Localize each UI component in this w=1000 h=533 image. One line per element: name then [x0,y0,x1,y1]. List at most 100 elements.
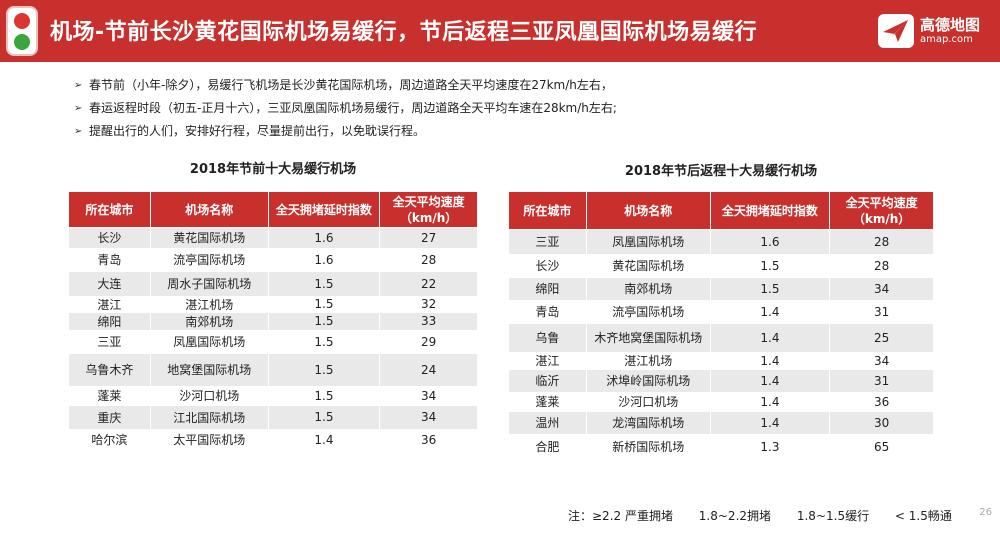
table-row: 三亚 凤凰国际机场 1.5 29 [68,329,478,354]
table-cell: 31 [829,369,934,392]
red-lamp-icon [14,13,30,29]
table-cell: 湛江 [508,351,587,370]
slide-title: 机场-节前长沙黄花国际机场易缓行，节后返程三亚凤凰国际机场易缓行 [50,20,758,45]
table-row: 温州 龙湾国际机场 1.4 30 [508,411,934,434]
table-cell: 地窝堡国际机场 [149,353,269,386]
table-cell: 28 [379,247,478,272]
bullet-text: 春运返程时段（初五-正月十六），三亚凤凰国际机场易缓行，周边道路全天平均车速在2… [89,101,617,115]
traffic-light-icon [6,6,38,56]
column-header: 所在城市 [68,191,151,228]
table-cell: 乌鲁 [508,323,587,352]
table-cell: 1.4 [709,411,831,434]
table-cell: 1.6 [267,247,381,272]
bullet-item: ➢ 春运返程时段（初五-正月十六），三亚凤凰国际机场易缓行，周边道路全天平均车速… [74,97,617,120]
table-cell: 凤凰国际机场 [585,229,711,254]
table-cell: 34 [379,385,478,406]
table-cell: 1.4 [709,391,831,412]
table-cell: 1.5 [267,405,381,429]
column-header: 机场名称 [149,191,269,228]
table-cell: 1.4 [709,323,831,352]
table-cell: 33 [379,312,478,330]
table-cell: 三亚 [508,229,587,254]
table-cell: 木齐地窝堡国际机场 [585,323,711,352]
table-cell: 1.5 [709,253,831,278]
table-cell: 临沂 [508,369,587,392]
table-cell: 沙河口机场 [149,385,269,406]
table-row: 长沙 黄花国际机场 1.6 27 [68,227,478,248]
table-cell: 南郊机场 [585,277,711,300]
right-table-title: 2018年节后返程十大易缓行机场 [624,164,818,179]
table-cell: 1.3 [709,433,831,460]
table-row: 乌鲁木齐 地窝堡国际机场 1.5 24 [68,353,478,386]
table-cell: 新桥国际机场 [585,433,711,460]
table-cell: 黄花国际机场 [149,227,269,248]
table-cell: 1.4 [709,369,831,392]
table-cell: 湛江机场 [149,295,269,313]
table-cell: 1.5 [709,277,831,300]
table-row: 临沂 沭埠岭国际机场 1.4 31 [508,369,934,392]
table-row: 湛江 湛江机场 1.4 34 [508,351,934,370]
table-cell: 湛江机场 [585,351,711,370]
legend-item: 注：≥2.2 严重拥堵 [568,509,673,523]
table-cell: 大连 [68,271,151,296]
table-cell: 65 [829,433,934,460]
table-cell: 1.6 [267,227,381,248]
table-cell: 青岛 [508,299,587,324]
column-header: 全天拥堵延时指数 [267,191,381,228]
table-row: 蓬莱 沙河口机场 1.4 36 [508,391,934,412]
slide-header: 机场-节前长沙黄花国际机场易缓行，节后返程三亚凤凰国际机场易缓行 高德地图 am… [0,0,1000,62]
table-cell: 江北国际机场 [149,405,269,429]
table-cell: 合肥 [508,433,587,460]
table-cell: 34 [829,277,934,300]
table-cell: 周水子国际机场 [149,271,269,296]
table-row: 乌鲁 木齐地窝堡国际机场 1.4 25 [508,323,934,352]
arrow-bullet-icon: ➢ [74,103,83,114]
table-row: 蓬莱 沙河口机场 1.5 34 [68,385,478,406]
bullet-text: 提醒出行的人们，安排好行程，尽量提前出行，以免耽误行程。 [89,124,426,138]
table-cell: 1.5 [267,271,381,296]
table-row: 绵阳 南郊机场 1.5 34 [508,277,934,300]
paper-plane-icon [878,14,914,48]
left-table-title: 2018年节前十大易缓行机场 [189,162,357,177]
table-cell: 青岛 [68,247,151,272]
legend-item: 1.8~2.2拥堵 [698,509,772,523]
legend-item: 1.8~1.5缓行 [796,509,870,523]
bullet-item: ➢ 提醒出行的人们，安排好行程，尽量提前出行，以免耽误行程。 [74,120,617,143]
table-cell: 1.4 [709,299,831,324]
table-row: 青岛 流亭国际机场 1.4 31 [508,299,934,324]
table-row: 湛江 湛江机场 1.5 32 [68,295,478,313]
bullet-item: ➢ 春节前（小年-除夕），易缓行飞机场是长沙黄花国际机场，周边道路全天平均速度在… [74,74,617,97]
pre-festival-airport-table: 所在城市 机场名称 全天拥堵延时指数 全天平均速度（km/h） 长沙 黄花国际机场… [68,191,478,451]
green-lamp-icon [14,34,30,50]
table-cell: 绵阳 [508,277,587,300]
post-festival-airport-table: 所在城市 机场名称 全天拥堵延时指数 全天平均速度（km/h） 三亚 凤凰国际机场… [508,191,934,460]
table-cell: 29 [379,329,478,354]
table-cell: 蓬莱 [68,385,151,406]
arrow-bullet-icon: ➢ [74,80,83,91]
table-row: 长沙 黄花国际机场 1.5 28 [508,253,934,278]
table-row: 大连 周水子国际机场 1.5 22 [68,271,478,296]
column-header: 机场名称 [585,191,711,230]
table-cell: 长沙 [68,227,151,248]
legend-item: < 1.5畅通 [894,509,952,523]
logo-url: amap.com [920,34,973,45]
table-cell: 长沙 [508,253,587,278]
bullet-text: 春节前（小年-除夕），易缓行飞机场是长沙黄花国际机场，周边道路全天平均速度在27… [89,78,613,92]
table-cell: 沙河口机场 [585,391,711,412]
table-row: 三亚 凤凰国际机场 1.6 28 [508,229,934,254]
table-cell: 27 [379,227,478,248]
column-header: 全天拥堵延时指数 [709,191,831,230]
table-row: 青岛 流亭国际机场 1.6 28 [68,247,478,272]
table-cell: 28 [829,253,934,278]
table-cell: 34 [379,405,478,429]
table-cell: 哈尔滨 [68,428,151,451]
table-row: 重庆 江北国际机场 1.5 34 [68,405,478,429]
table-row: 绵阳 南郊机场 1.5 33 [68,312,478,330]
table-cell: 36 [829,391,934,412]
table-cell: 1.4 [267,428,381,451]
column-header: 全天平均速度（km/h） [379,191,478,228]
logo-name: 高德地图 [920,16,981,34]
summary-bullets: ➢ 春节前（小年-除夕），易缓行飞机场是长沙黄花国际机场，周边道路全天平均速度在… [74,74,617,143]
table-cell: 湛江 [68,295,151,313]
table-cell: 30 [829,411,934,434]
